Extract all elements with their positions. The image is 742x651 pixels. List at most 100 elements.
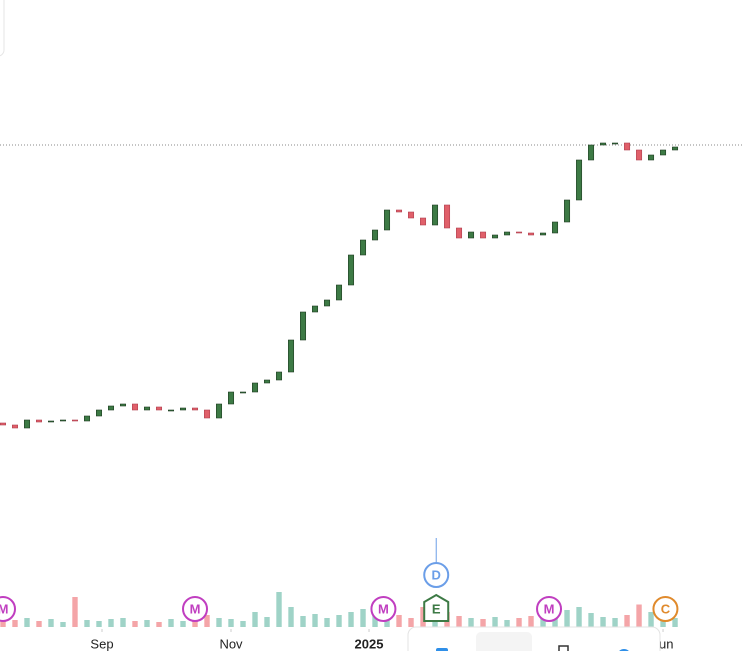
volume-bar (216, 618, 222, 627)
event-badge[interactable] (182, 596, 209, 622)
event-badge[interactable] (423, 593, 450, 622)
x-tick-label: Sep (90, 636, 113, 651)
candle-body (348, 254, 355, 286)
volume-bar (636, 604, 642, 627)
volume-bar (564, 610, 570, 627)
volume-bar (528, 616, 534, 627)
event-badge[interactable] (652, 596, 679, 622)
event-badge[interactable] (423, 562, 450, 588)
event-label: D (432, 567, 441, 582)
toolbar-button[interactable] (476, 632, 532, 651)
x-tick-label: 2025 (355, 636, 384, 651)
volume-bar (324, 618, 330, 627)
candle-body (420, 217, 427, 226)
candle-body (456, 227, 463, 239)
volume-bar (36, 621, 42, 627)
volume-bar (516, 618, 522, 627)
candle-body (96, 409, 103, 417)
candle-body (372, 229, 379, 241)
side-widget[interactable] (0, 0, 5, 57)
candle-body (600, 142, 607, 146)
candle-body (252, 382, 259, 393)
candle-body (228, 391, 235, 405)
candle-body (288, 339, 295, 373)
volume-bar (612, 618, 618, 627)
volume-bar (180, 621, 186, 627)
candle-body (492, 234, 499, 239)
event-label: M (378, 601, 389, 616)
candle-body (360, 239, 367, 256)
candle-body (192, 407, 199, 411)
event-label: M (544, 601, 555, 616)
volume-bar (120, 618, 126, 627)
candle-body (168, 409, 175, 412)
volume-bar (312, 614, 318, 627)
candle-body (132, 403, 139, 411)
candle-body (576, 159, 583, 201)
volume-bar (84, 620, 90, 627)
candle-body (48, 420, 55, 423)
volume-bar (264, 617, 270, 627)
event-badge[interactable] (370, 596, 397, 622)
volume-bar (300, 616, 306, 627)
toolbar (407, 626, 661, 651)
event-label: M (190, 601, 201, 616)
volume-bar (12, 620, 18, 627)
candle-body (324, 299, 331, 307)
volume-bar (456, 616, 462, 627)
toolbar-icon[interactable] (558, 645, 569, 651)
candle-body (84, 415, 91, 422)
volume-bar (276, 592, 282, 627)
toolbar-icon[interactable] (436, 648, 448, 651)
candle-body (636, 149, 643, 161)
volume-bar (624, 615, 630, 627)
volume-bar (480, 619, 486, 627)
candle-body (528, 232, 535, 236)
volume-bar (288, 607, 294, 627)
candle-body (432, 204, 439, 226)
candle-body (216, 403, 223, 419)
candle-body (444, 204, 451, 229)
candle-body (540, 232, 547, 236)
candle-body (300, 311, 307, 341)
volume-bar (396, 615, 402, 627)
candle-body (180, 407, 187, 411)
volume-bar (348, 612, 354, 627)
volume-bar (588, 613, 594, 627)
candle-body (120, 403, 127, 407)
candle-body (384, 209, 391, 231)
event-badge[interactable] (536, 596, 563, 622)
candle-body (72, 419, 79, 422)
candle-body (336, 284, 343, 301)
candle-body (108, 405, 115, 411)
volume-bar (468, 618, 474, 627)
candle-body (624, 142, 631, 151)
candle-body (156, 406, 163, 411)
candle-body (504, 231, 511, 236)
volume-bar (132, 621, 138, 627)
candle-body (276, 371, 283, 381)
volume-bar (108, 619, 114, 627)
volume-bar (252, 612, 258, 627)
candle-body (588, 144, 595, 161)
candle-body (612, 142, 619, 145)
candle-body (24, 419, 31, 429)
volume-bar (360, 609, 366, 627)
volume-bar (600, 617, 606, 627)
event-label: E (432, 601, 441, 616)
volume-bar (408, 618, 414, 627)
volume-bar (96, 621, 102, 627)
candle-body (240, 391, 247, 394)
candle-body (12, 424, 19, 429)
candle-body (0, 422, 7, 426)
candle-body (264, 379, 271, 384)
candle-body (144, 406, 151, 411)
event-badge[interactable] (0, 596, 16, 622)
volume-bar (204, 615, 210, 627)
volume-bar (336, 615, 342, 627)
volume-bar (72, 597, 78, 627)
candle-body (552, 221, 559, 234)
candle-body (204, 409, 211, 419)
event-label: C (661, 601, 671, 616)
